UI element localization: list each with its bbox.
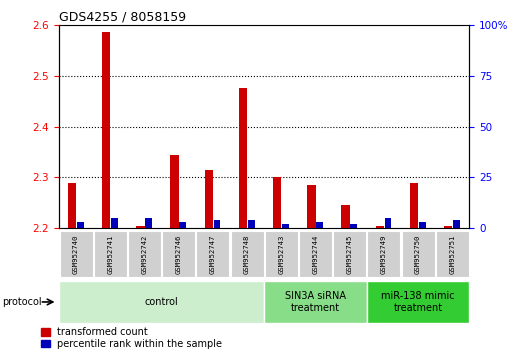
- FancyBboxPatch shape: [94, 230, 127, 278]
- Text: GSM952744: GSM952744: [312, 234, 319, 274]
- FancyBboxPatch shape: [265, 230, 298, 278]
- Bar: [419, 222, 426, 228]
- Bar: [316, 222, 323, 228]
- Bar: [282, 224, 289, 228]
- Text: GSM952743: GSM952743: [278, 234, 284, 274]
- Text: GSM952741: GSM952741: [107, 234, 113, 274]
- Bar: [77, 222, 84, 228]
- FancyBboxPatch shape: [299, 230, 332, 278]
- FancyBboxPatch shape: [367, 280, 469, 323]
- Bar: [136, 226, 145, 228]
- Bar: [145, 218, 152, 228]
- Bar: [68, 183, 76, 228]
- Bar: [350, 224, 357, 228]
- Legend: transformed count, percentile rank within the sample: transformed count, percentile rank withi…: [41, 327, 222, 349]
- Text: GSM952747: GSM952747: [210, 234, 216, 274]
- FancyBboxPatch shape: [436, 230, 469, 278]
- Text: GSM952742: GSM952742: [142, 234, 148, 274]
- Text: control: control: [145, 297, 179, 307]
- Text: GSM952748: GSM952748: [244, 234, 250, 274]
- Bar: [385, 218, 391, 228]
- FancyBboxPatch shape: [264, 280, 367, 323]
- Text: GSM952749: GSM952749: [381, 234, 387, 274]
- Bar: [248, 220, 254, 228]
- FancyBboxPatch shape: [196, 230, 229, 278]
- Text: GDS4255 / 8058159: GDS4255 / 8058159: [59, 11, 186, 24]
- Bar: [410, 183, 418, 228]
- FancyBboxPatch shape: [60, 230, 92, 278]
- Bar: [444, 226, 452, 228]
- Bar: [376, 226, 384, 228]
- FancyBboxPatch shape: [333, 230, 366, 278]
- Text: GSM952745: GSM952745: [347, 234, 353, 274]
- FancyBboxPatch shape: [367, 230, 400, 278]
- FancyBboxPatch shape: [59, 280, 264, 323]
- Bar: [307, 185, 315, 228]
- Bar: [205, 170, 213, 228]
- Bar: [111, 218, 118, 228]
- Bar: [170, 155, 179, 228]
- FancyBboxPatch shape: [402, 230, 435, 278]
- FancyBboxPatch shape: [231, 230, 264, 278]
- Text: SIN3A siRNA
treatment: SIN3A siRNA treatment: [285, 291, 346, 313]
- Bar: [239, 88, 247, 228]
- Bar: [273, 177, 282, 228]
- Bar: [341, 205, 350, 228]
- Text: GSM952740: GSM952740: [73, 234, 79, 274]
- FancyBboxPatch shape: [128, 230, 161, 278]
- Text: GSM952746: GSM952746: [175, 234, 182, 274]
- Text: protocol: protocol: [3, 297, 42, 307]
- FancyBboxPatch shape: [162, 230, 195, 278]
- Text: GSM952751: GSM952751: [449, 234, 456, 274]
- Bar: [213, 220, 221, 228]
- Text: GSM952750: GSM952750: [415, 234, 421, 274]
- Bar: [453, 220, 460, 228]
- Bar: [180, 222, 186, 228]
- Bar: [102, 33, 110, 228]
- Text: miR-138 mimic
treatment: miR-138 mimic treatment: [381, 291, 455, 313]
